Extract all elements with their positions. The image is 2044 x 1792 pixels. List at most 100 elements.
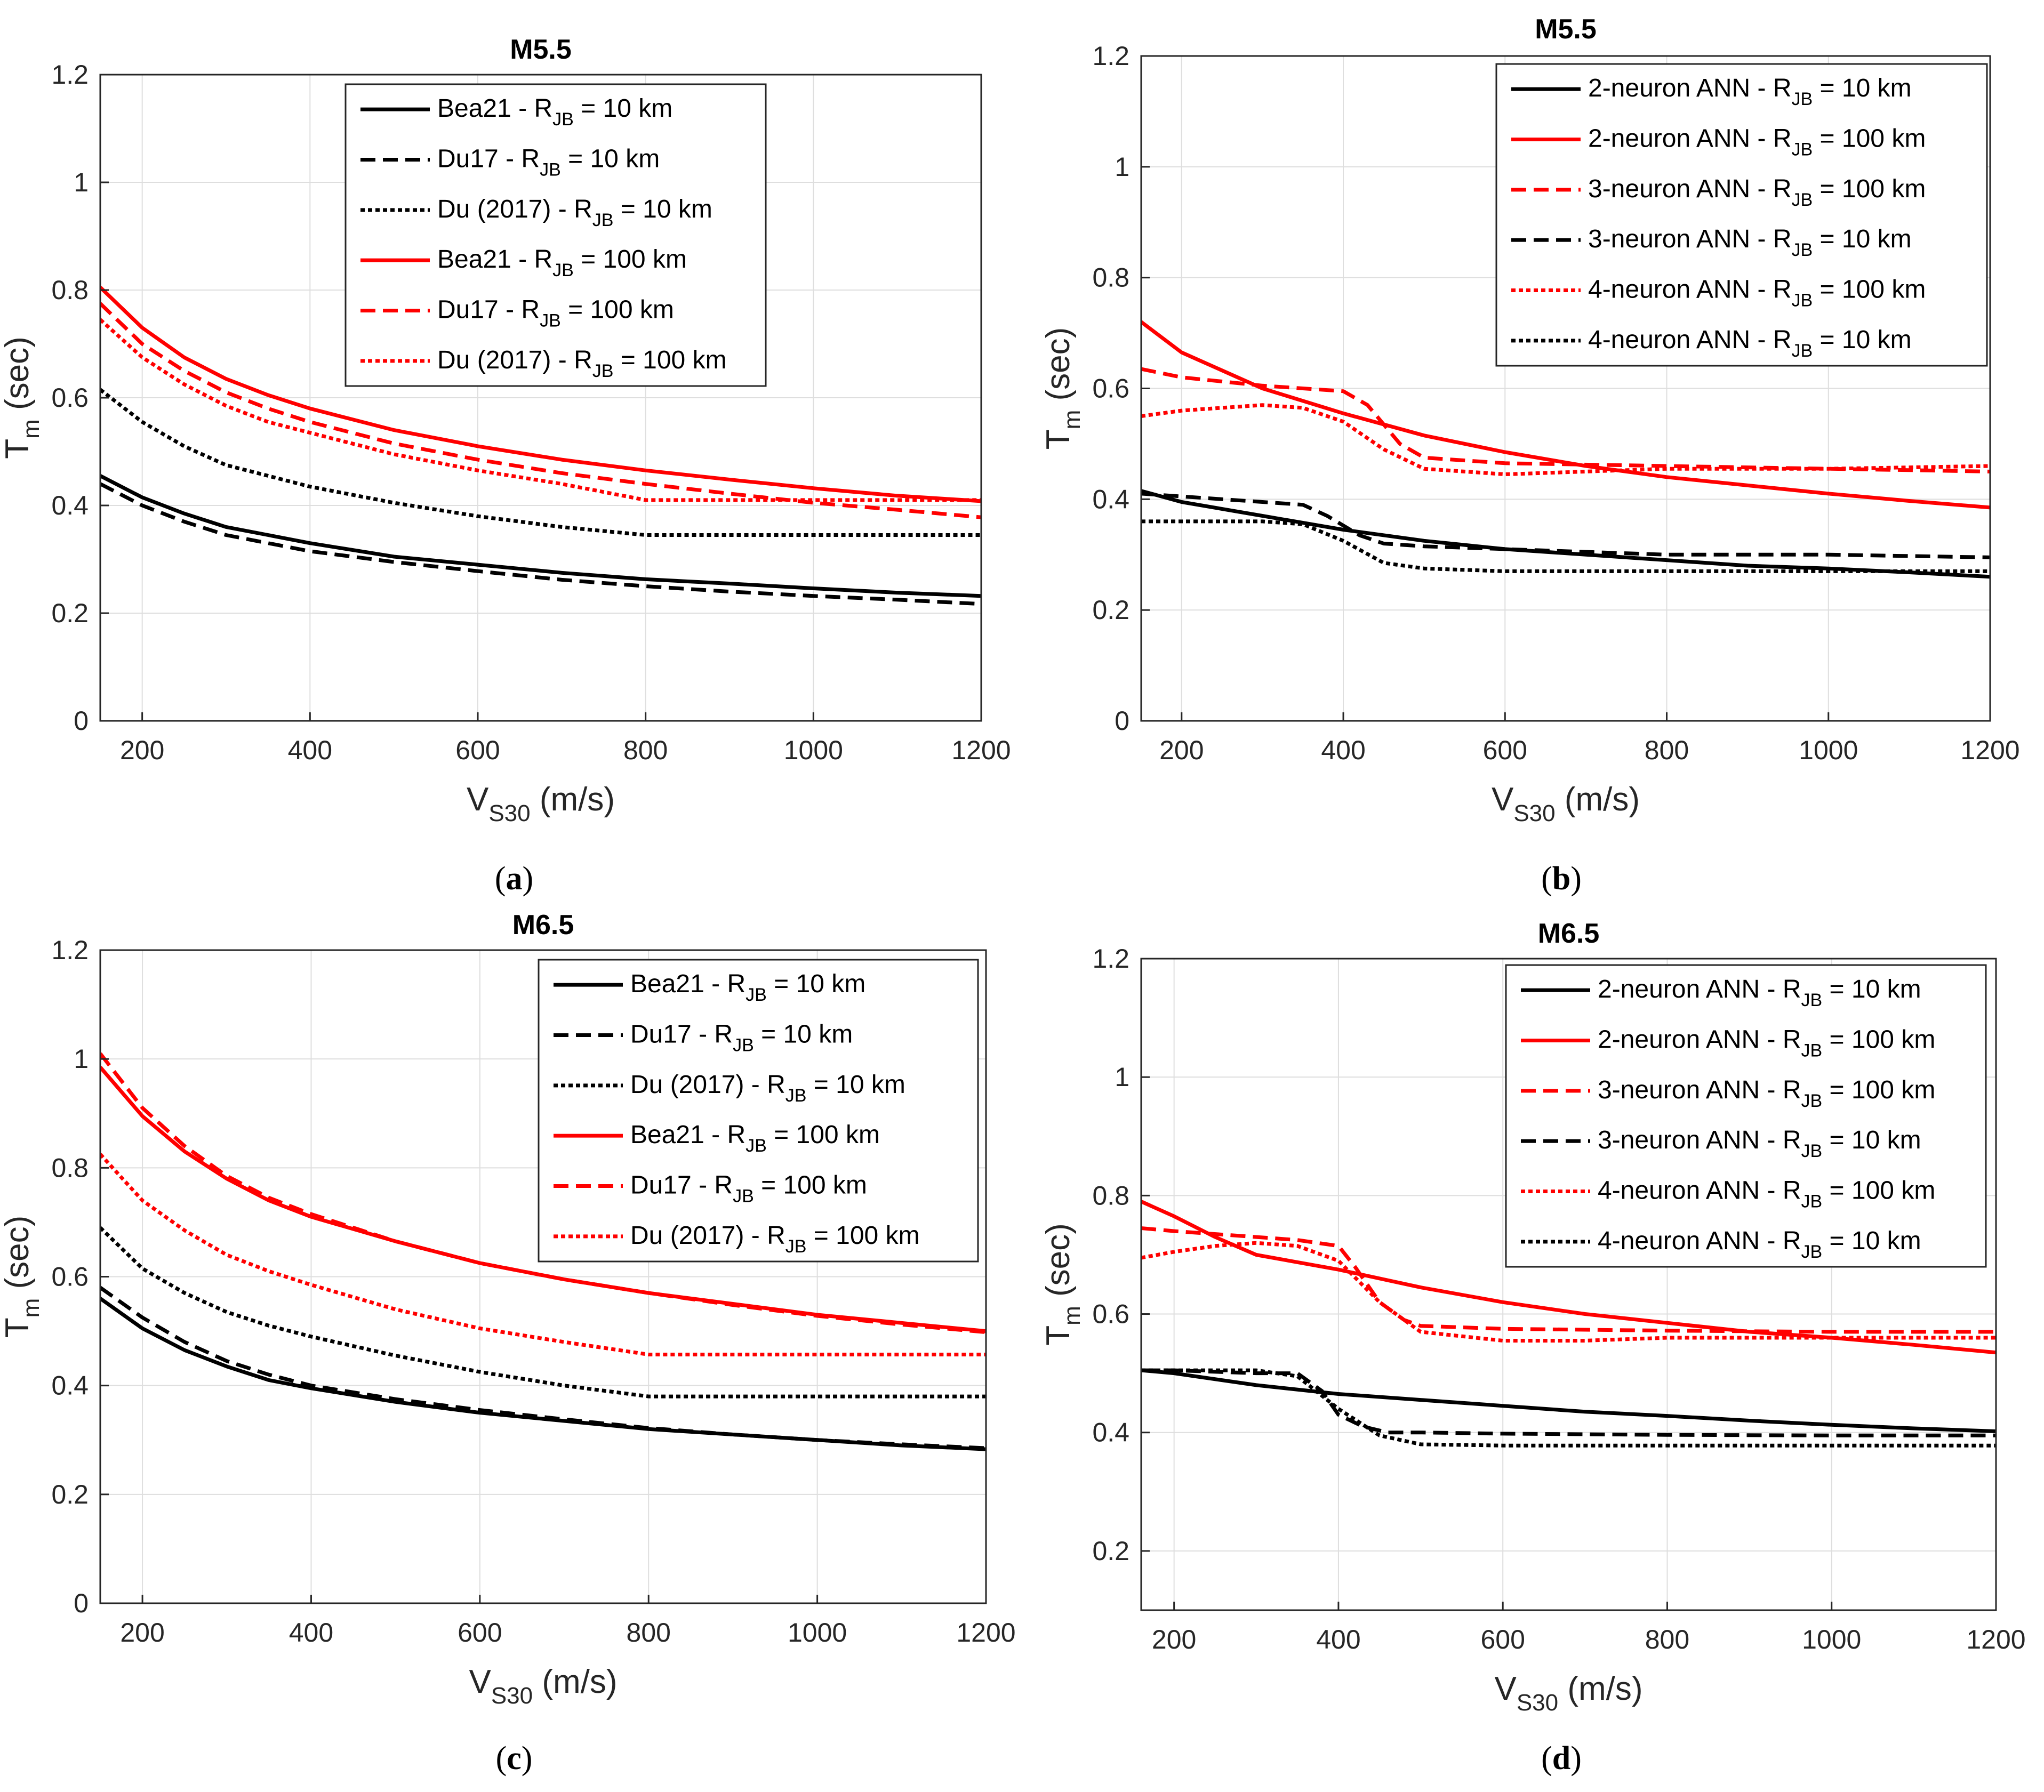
legend: 2-neuron ANN - RJB = 10 km 2-neuron ANN -… xyxy=(1495,63,1988,367)
panel-caption: (b) xyxy=(1541,861,1582,897)
y-tick-label: 0.8 xyxy=(51,275,89,305)
legend-entry: 3-neuron ANN - RJB = 10 km xyxy=(1598,1126,1921,1161)
legend-entry: Du17 - RJB = 100 km xyxy=(437,296,674,331)
y-tick-label: 1.2 xyxy=(51,60,89,90)
x-tick-label: 400 xyxy=(288,735,332,765)
legend-entry: 3-neuron ANN - RJB = 100 km xyxy=(1598,1076,1935,1111)
y-tick-label: 0 xyxy=(74,706,89,736)
series-line-4-neuron-ann-10km xyxy=(1141,1368,1996,1448)
x-tick-label: 600 xyxy=(455,735,500,765)
x-tick-label: 200 xyxy=(120,735,164,765)
legend-entry: Du (2017) - RJB = 10 km xyxy=(437,195,712,230)
x-tick-label: 1200 xyxy=(956,1618,1015,1648)
chart-title: M5.5 xyxy=(510,34,572,65)
legend-box xyxy=(1495,63,1988,367)
series-line-du17-10km xyxy=(100,1286,986,1450)
x-tick-label: 1000 xyxy=(788,1618,847,1648)
series-line-2-neuron-ann-10km xyxy=(1141,1368,1996,1433)
series-line-2-neuron-ann-100km xyxy=(1141,320,1990,510)
chart-panel-c: 200 400 600 800 1000 1200 0 0.2 0.4 0.6 0.8 1 1.2 M6.… xyxy=(0,910,1016,1777)
y-axis-label: Tm (sec) xyxy=(1040,1223,1085,1346)
y-tick-label: 0.2 xyxy=(1092,595,1129,625)
x-tick-label: 600 xyxy=(1480,1625,1525,1654)
x-tick-label: 800 xyxy=(627,1618,671,1648)
series-line-2-neuron-ann-100km xyxy=(1141,1200,1996,1355)
series-line-du-2017-100km xyxy=(100,318,981,502)
y-tick-label: 0.4 xyxy=(1092,1418,1129,1448)
panel-caption: (a) xyxy=(495,861,533,897)
series-line-3-neuron-ann-100km xyxy=(1141,1226,1996,1334)
legend-box xyxy=(1505,964,1987,1268)
chart-title: M6.5 xyxy=(512,910,574,941)
axes-box xyxy=(1140,958,1997,1611)
legend-entry: 3-neuron ANN - RJB = 10 km xyxy=(1588,225,1912,260)
chart-title: M6.5 xyxy=(1538,918,1600,949)
panel-caption: (c) xyxy=(496,1740,533,1777)
y-tick-label: 1.2 xyxy=(51,935,89,965)
legend-entry: Du (2017) - RJB = 100 km xyxy=(437,346,727,381)
legend-entry: 2-neuron ANN - RJB = 100 km xyxy=(1588,125,1926,160)
y-tick-label: 0.2 xyxy=(1092,1536,1129,1566)
legend: Bea21 - RJB = 10 km Du17 - RJB = 10 km Du … xyxy=(344,83,767,387)
chart-panel-d: 200 400 600 800 1000 1200 0.2 0.4 0.6 0.8 1 1.2 M6.5… xyxy=(1040,918,2026,1777)
y-tick-label: 0.8 xyxy=(51,1153,89,1183)
series-line-du17-100km xyxy=(100,302,981,519)
legend-entry: Bea21 - RJB = 10 km xyxy=(437,94,672,130)
legend-entry: 2-neuron ANN - RJB = 100 km xyxy=(1598,1026,1935,1061)
series-line-du17-10km xyxy=(100,482,981,606)
x-tick-label: 800 xyxy=(1645,1625,1689,1654)
x-tick-label: 600 xyxy=(458,1618,502,1648)
y-tick-label: 1.2 xyxy=(1092,41,1129,71)
y-tick-label: 0 xyxy=(1115,706,1129,736)
y-tick-label: 0.6 xyxy=(1092,1299,1129,1329)
y-axis-label: Tm (sec) xyxy=(0,336,44,459)
legend-box xyxy=(538,959,979,1263)
legend-entry: Du (2017) - RJB = 100 km xyxy=(630,1222,920,1257)
legend-entry: 4-neuron ANN - RJB = 10 km xyxy=(1598,1227,1921,1262)
y-tick-label: 1 xyxy=(1115,1062,1129,1092)
y-axis-label: Tm (sec) xyxy=(1040,327,1085,450)
series-line-3-neuron-ann-100km xyxy=(1141,367,1990,473)
y-tick-label: 0.8 xyxy=(1092,263,1129,293)
legend-entry: Du (2017) - RJB = 10 km xyxy=(630,1071,905,1106)
legend-entry: 3-neuron ANN - RJB = 100 km xyxy=(1588,175,1926,210)
series-line-du17-100km xyxy=(100,1052,986,1335)
chart-panel-b: 200 400 600 800 1000 1200 0 0.2 0.4 0.6 0.8 1 1.2 M5.… xyxy=(1040,14,2020,897)
series-line-3-neuron-ann-10km xyxy=(1141,492,1990,559)
y-tick-label: 1 xyxy=(74,167,89,197)
series-line-3-neuron-ann-10km xyxy=(1141,1368,1996,1437)
panel-caption: (d) xyxy=(1541,1740,1582,1777)
legend-entry: Bea21 - RJB = 10 km xyxy=(630,970,865,1005)
legend-entry: Bea21 - RJB = 100 km xyxy=(630,1121,880,1156)
x-tick-label: 1200 xyxy=(1960,735,2019,765)
y-tick-label: 0.6 xyxy=(51,383,89,413)
y-tick-label: 1 xyxy=(74,1044,89,1074)
legend-entry: 2-neuron ANN - RJB = 10 km xyxy=(1588,74,1912,109)
legend: 2-neuron ANN - RJB = 10 km 2-neuron ANN -… xyxy=(1505,964,1987,1268)
y-tick-label: 0.4 xyxy=(51,491,89,520)
x-axis-label: VS30 (m/s) xyxy=(1494,1670,1642,1716)
x-tick-label: 1200 xyxy=(1966,1625,2025,1654)
y-tick-label: 0.8 xyxy=(1092,1180,1129,1210)
x-tick-label: 400 xyxy=(289,1618,333,1648)
x-tick-label: 400 xyxy=(1321,735,1365,765)
x-tick-label: 600 xyxy=(1483,735,1527,765)
x-axis-label: VS30 (m/s) xyxy=(1492,781,1640,826)
x-tick-label: 800 xyxy=(1645,735,1689,765)
series-line-4-neuron-ann-100km xyxy=(1141,1241,1996,1343)
legend-entry: 2-neuron ANN - RJB = 10 km xyxy=(1598,975,1921,1010)
x-tick-label: 1000 xyxy=(784,735,843,765)
x-tick-label: 1200 xyxy=(951,735,1011,765)
legend-entry: Du17 - RJB = 10 km xyxy=(630,1020,853,1056)
legend-entry: Du17 - RJB = 10 km xyxy=(437,145,660,180)
series-line-du-2017-10km xyxy=(100,1226,986,1399)
y-tick-label: 0 xyxy=(74,1588,89,1618)
y-tick-label: 1.2 xyxy=(1092,944,1129,974)
series-line-bea21-100km xyxy=(100,286,981,503)
x-tick-label: 200 xyxy=(1152,1625,1196,1654)
y-tick-label: 0.6 xyxy=(1092,374,1129,404)
x-axis-label: VS30 (m/s) xyxy=(469,1664,617,1709)
y-tick-label: 0.4 xyxy=(51,1371,89,1401)
x-tick-label: 200 xyxy=(120,1618,164,1648)
